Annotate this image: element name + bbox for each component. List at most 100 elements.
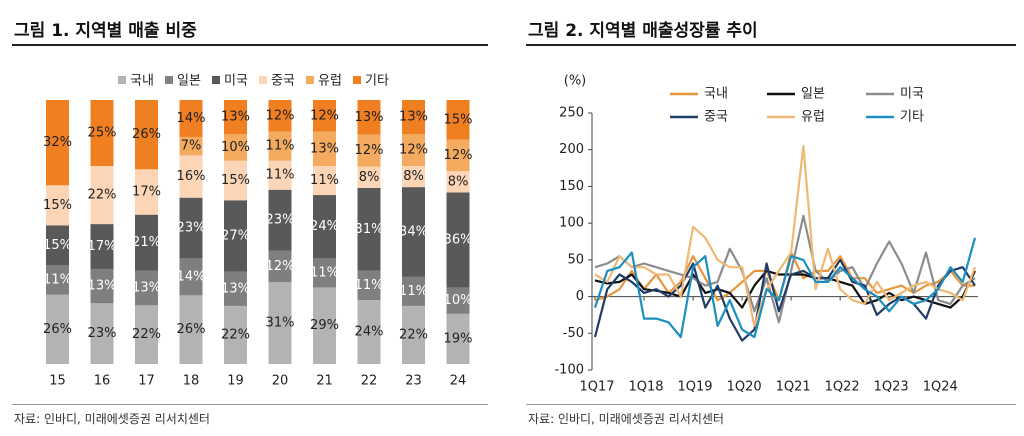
x-tick-label: 18 <box>183 374 200 389</box>
data-label: 32% <box>43 135 72 150</box>
bar-segment <box>268 250 292 283</box>
bar-segment <box>268 100 292 132</box>
data-label: 23% <box>266 213 295 228</box>
data-label: 13% <box>88 279 117 294</box>
bar-segment <box>179 258 203 296</box>
bar-segment <box>268 160 292 190</box>
x-tick-label: 1Q17 <box>579 380 614 395</box>
data-label: 11% <box>266 168 295 183</box>
data-label: 24% <box>310 219 339 234</box>
series-line <box>593 237 977 339</box>
bar-segment <box>357 188 381 271</box>
legend-label: 미국 <box>900 87 924 102</box>
bar-segment <box>179 136 203 156</box>
x-tick-label: 22 <box>361 374 378 389</box>
bar-segment <box>224 200 247 272</box>
x-tick-label: 1Q21 <box>776 380 811 395</box>
bar-segment <box>135 100 158 170</box>
legend-swatch <box>118 76 126 84</box>
data-label: 24% <box>355 325 384 340</box>
bar-segment <box>179 295 203 364</box>
panel-growth-trend: 그림 2. 지역별 매출성장률 추이 (%) -100 -50 0 50 100 150 20… <box>520 0 1024 436</box>
y-tick-label: -50 <box>563 326 584 341</box>
data-label: 17% <box>132 185 161 200</box>
legend-label: 유럽 <box>318 74 342 89</box>
y-tick-label: 50 <box>567 252 584 267</box>
bar-segment <box>90 166 114 225</box>
source-note: 자료: 인바디, 미래에셋증권 리서치센터 <box>14 412 210 426</box>
y-unit-label: (%) <box>564 74 587 89</box>
bar-segment <box>46 265 69 295</box>
legend-label: 미국 <box>224 74 248 89</box>
y-tick-label: 200 <box>559 142 584 157</box>
data-label: 10% <box>444 293 473 308</box>
panel-regional-share: 그림 1. 지역별 매출 비중 국내 일본 미국 중국 유럽 기타 26% 11% 15% 15%… <box>0 0 500 436</box>
data-label: 11% <box>310 173 339 188</box>
data-label: 12% <box>266 259 295 274</box>
y-tick-label: -100 <box>554 363 584 378</box>
x-tick-label: 1Q24 <box>923 380 958 395</box>
data-label: 12% <box>266 108 295 123</box>
bar-segment <box>357 300 381 364</box>
x-tick-label: 24 <box>450 374 467 389</box>
legend-label: 일본 <box>177 74 201 89</box>
data-label: 11% <box>399 284 428 299</box>
bar-segment <box>179 197 203 259</box>
data-label: 7% <box>181 139 202 154</box>
bar-segment <box>268 282 292 364</box>
bar-segment <box>402 276 425 306</box>
data-label: 14% <box>177 111 206 126</box>
data-label: 14% <box>177 269 206 284</box>
x-tick-label: 17 <box>138 374 155 389</box>
data-label: 11% <box>310 265 339 280</box>
bar-segment <box>46 225 69 266</box>
bar-segment <box>357 134 381 167</box>
x-tick-label: 20 <box>272 374 289 389</box>
data-label: 19% <box>444 331 473 346</box>
x-tick-label: 1Q23 <box>874 380 909 395</box>
bar-segment <box>224 271 247 306</box>
bar-segment <box>268 189 292 251</box>
x-tick-label: 1Q20 <box>727 380 762 395</box>
bar-segment <box>446 139 470 172</box>
data-label: 15% <box>444 112 473 127</box>
data-label: 12% <box>310 108 339 123</box>
x-tick-label: 15 <box>49 374 66 389</box>
bar-segment <box>313 258 336 288</box>
data-label: 8% <box>448 174 469 189</box>
data-label: 21% <box>132 235 161 250</box>
legend-label: 중국 <box>271 74 295 89</box>
legend-label: 국내 <box>704 87 728 102</box>
data-label: 22% <box>221 327 250 342</box>
data-label: 31% <box>266 316 295 331</box>
y-tick-label: 250 <box>559 106 584 121</box>
legend-label: 중국 <box>704 110 728 125</box>
data-label: 27% <box>221 228 250 243</box>
x-tick-label: 16 <box>94 374 111 389</box>
bar-segment <box>135 305 158 364</box>
data-label: 25% <box>88 126 117 141</box>
data-label: 8% <box>403 169 424 184</box>
data-label: 15% <box>221 173 250 188</box>
data-label: 29% <box>310 318 339 333</box>
bar-segment <box>357 100 381 135</box>
bar-segment <box>446 313 470 364</box>
data-label: 34% <box>399 225 428 240</box>
data-label: 10% <box>221 140 250 155</box>
data-label: 11% <box>266 139 295 154</box>
bar-segment <box>357 166 381 188</box>
data-label: 13% <box>132 281 161 296</box>
data-label: 15% <box>43 238 72 253</box>
bar-segment <box>402 187 425 277</box>
bar-segment <box>446 100 470 140</box>
line-chart: (%) -100 -50 0 50 100 150 200 250 1Q17 1Q18 1Q19 1Q2… <box>554 74 978 395</box>
bar-segment <box>224 100 247 135</box>
data-label: 12% <box>444 148 473 163</box>
bar-segment <box>313 195 336 259</box>
data-label: 12% <box>399 143 428 158</box>
data-label: 13% <box>221 110 250 125</box>
x-tick-label: 21 <box>316 374 333 389</box>
data-label: 36% <box>444 232 473 247</box>
bar-segment <box>90 224 114 269</box>
data-label: 11% <box>355 278 384 293</box>
